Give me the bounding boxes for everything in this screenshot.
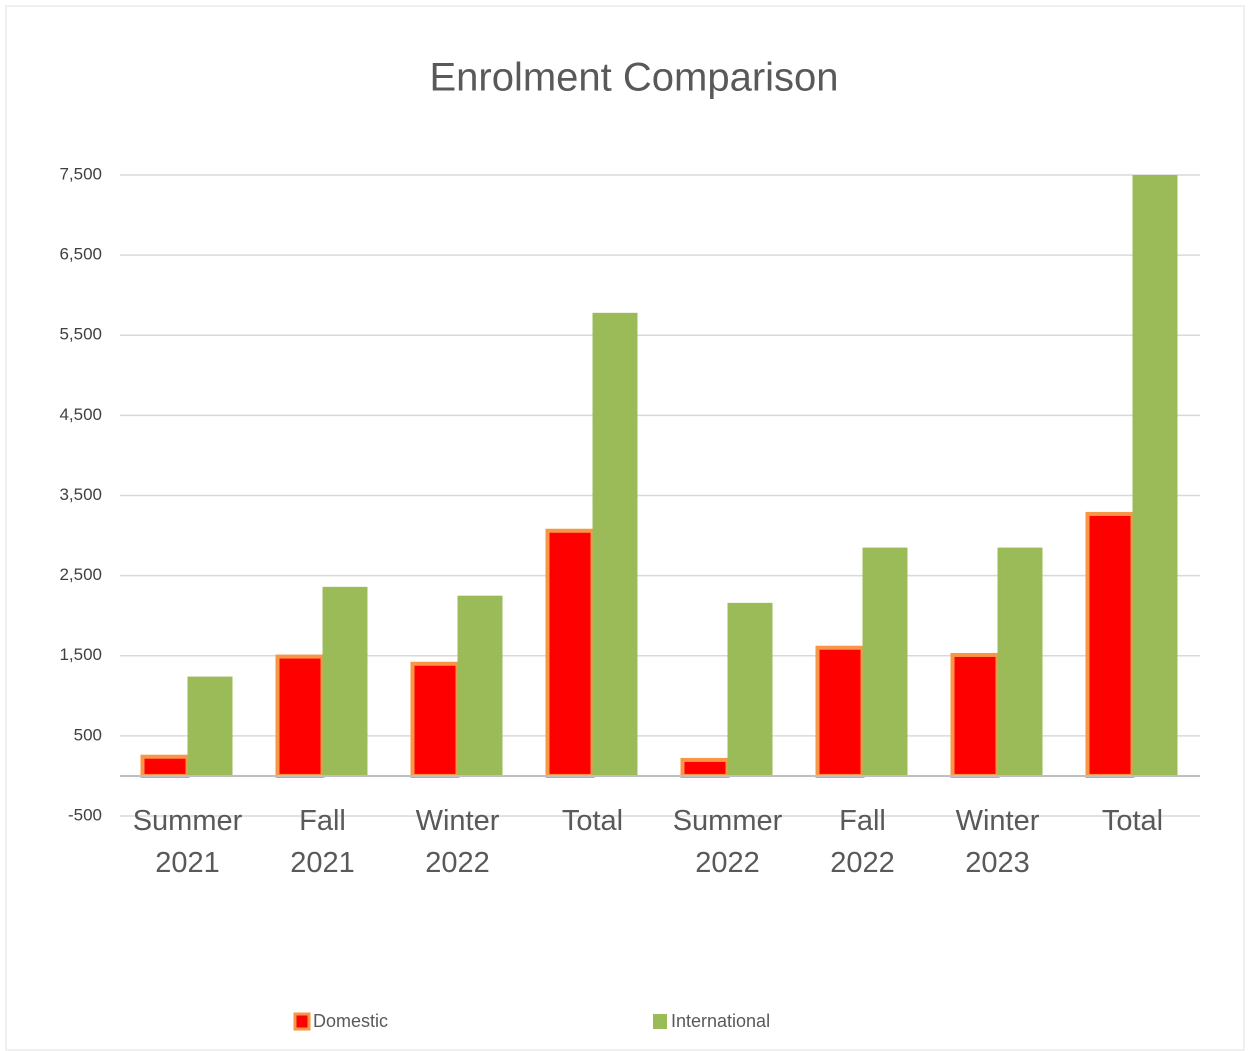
bar: [187, 676, 233, 776]
legend-swatch: [653, 1014, 667, 1029]
bar: [275, 654, 325, 778]
x-tick-label: Winter 2022: [416, 805, 500, 879]
bar: [1132, 175, 1178, 776]
x-tick-label: Winter 2023: [956, 805, 1040, 879]
bar: [140, 754, 190, 778]
bar: [997, 547, 1043, 776]
chart-title: Enrolment Comparison: [429, 56, 838, 100]
x-tick-label: Summer 2022: [673, 805, 783, 879]
x-tick-label: Fall 2022: [830, 805, 895, 879]
x-tick-label: Summer 2021: [133, 805, 243, 879]
legend-swatch: [293, 1012, 311, 1031]
bar: [545, 528, 595, 778]
y-tick-label: 4,500: [59, 405, 102, 424]
x-tick-label: Fall 2021: [290, 805, 355, 879]
bar: [815, 645, 865, 778]
legend-label: International: [671, 1011, 770, 1031]
bar: [592, 312, 638, 776]
y-tick-label: -500: [68, 805, 102, 824]
legend-label: Domestic: [313, 1011, 388, 1031]
x-tick-label: Total: [1102, 805, 1163, 837]
y-tick-label: 3,500: [59, 485, 102, 504]
bar: [727, 602, 773, 776]
y-tick-label: 2,500: [59, 565, 102, 584]
bar: [457, 595, 503, 776]
y-tick-label: 500: [74, 725, 102, 744]
y-tick-label: 5,500: [59, 325, 102, 344]
bar: [1085, 511, 1135, 778]
x-tick-label: Total: [562, 805, 623, 837]
bar: [862, 547, 908, 776]
y-tick-label: 7,500: [59, 164, 102, 183]
y-tick-label: 6,500: [59, 245, 102, 264]
bar: [680, 757, 730, 778]
y-tick-label: 1,500: [59, 645, 102, 664]
bar: [950, 652, 1000, 778]
bar: [322, 586, 368, 776]
bar: [410, 661, 460, 778]
